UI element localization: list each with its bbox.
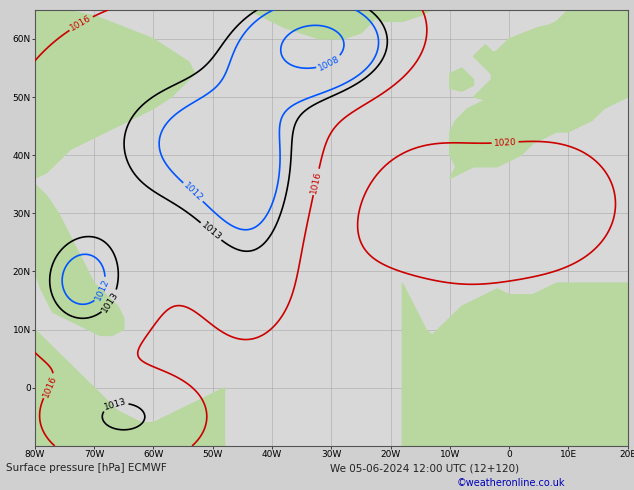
Polygon shape xyxy=(35,330,224,446)
Text: ©weatheronline.co.uk: ©weatheronline.co.uk xyxy=(456,478,565,488)
Polygon shape xyxy=(249,10,378,39)
Text: We 05-06-2024 12:00 UTC (12+120): We 05-06-2024 12:00 UTC (12+120) xyxy=(330,463,519,473)
Polygon shape xyxy=(474,45,521,100)
Polygon shape xyxy=(403,283,486,446)
Text: 1012: 1012 xyxy=(181,181,204,203)
Polygon shape xyxy=(35,184,124,336)
Polygon shape xyxy=(403,283,628,446)
Text: 1016: 1016 xyxy=(309,170,323,194)
Text: 1008: 1008 xyxy=(317,54,341,73)
Text: 1013: 1013 xyxy=(101,290,120,314)
Polygon shape xyxy=(35,10,195,178)
Polygon shape xyxy=(450,68,474,91)
Polygon shape xyxy=(367,4,432,22)
Polygon shape xyxy=(533,10,628,62)
Text: 1013: 1013 xyxy=(199,220,223,243)
Text: Surface pressure [hPa] ECMWF: Surface pressure [hPa] ECMWF xyxy=(6,463,167,473)
Text: 1016: 1016 xyxy=(41,374,58,398)
Text: 1012: 1012 xyxy=(94,277,112,302)
Text: 1020: 1020 xyxy=(493,138,517,147)
Polygon shape xyxy=(450,10,628,178)
Text: 1013: 1013 xyxy=(103,397,127,412)
Text: 1016: 1016 xyxy=(68,14,93,33)
